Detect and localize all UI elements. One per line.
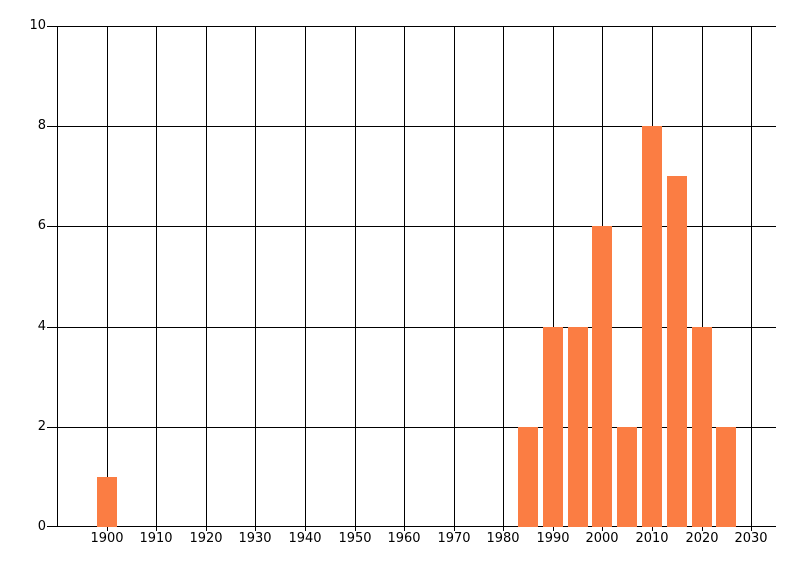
x-tick-label: 1960 xyxy=(387,531,421,546)
y-axis-line xyxy=(57,26,58,527)
y-gridline xyxy=(47,226,776,227)
x-tick-label: 2020 xyxy=(685,531,719,546)
plot-area xyxy=(47,26,776,531)
bar xyxy=(592,226,612,527)
x-gridline xyxy=(206,26,207,531)
x-gridline xyxy=(751,26,752,531)
y-tick-label: 4 xyxy=(37,319,46,334)
y-gridline xyxy=(47,427,776,428)
x-tick-label: 1920 xyxy=(189,531,223,546)
x-tick-label: 1930 xyxy=(238,531,272,546)
x-gridline xyxy=(454,26,455,531)
x-tick-label: 2000 xyxy=(585,531,619,546)
x-gridline xyxy=(355,26,356,531)
bar xyxy=(568,327,588,527)
y-tick-label: 6 xyxy=(37,218,46,233)
x-tick-label: 1900 xyxy=(90,531,124,546)
x-tick-label: 1910 xyxy=(139,531,173,546)
y-gridline xyxy=(47,26,776,27)
x-gridline xyxy=(553,26,554,531)
bar xyxy=(97,477,117,527)
x-gridline xyxy=(156,26,157,531)
x-gridline xyxy=(107,26,108,531)
bar xyxy=(642,126,662,527)
bar xyxy=(692,327,712,527)
bar xyxy=(617,427,637,527)
y-tick-label: 8 xyxy=(37,118,46,133)
x-tick-label: 1940 xyxy=(288,531,322,546)
bar xyxy=(543,327,563,527)
y-gridline xyxy=(47,126,776,127)
x-gridline xyxy=(503,26,504,531)
x-tick-label: 1980 xyxy=(486,531,520,546)
bar xyxy=(518,427,538,527)
x-gridline xyxy=(305,26,306,531)
x-gridline xyxy=(255,26,256,531)
x-gridline xyxy=(404,26,405,531)
y-tick-label: 10 xyxy=(29,18,46,33)
y-tick-label: 0 xyxy=(37,519,46,534)
bar xyxy=(667,176,687,527)
y-gridline xyxy=(47,327,776,328)
x-tick-label: 1990 xyxy=(536,531,570,546)
y-tick-label: 2 xyxy=(37,419,46,434)
x-tick-label: 1950 xyxy=(338,531,372,546)
x-tick-label: 2010 xyxy=(635,531,669,546)
x-gridline xyxy=(702,26,703,531)
x-tick-label: 2030 xyxy=(734,531,768,546)
x-axis-line xyxy=(47,526,776,527)
bar xyxy=(716,427,736,527)
x-tick-label: 1970 xyxy=(437,531,471,546)
